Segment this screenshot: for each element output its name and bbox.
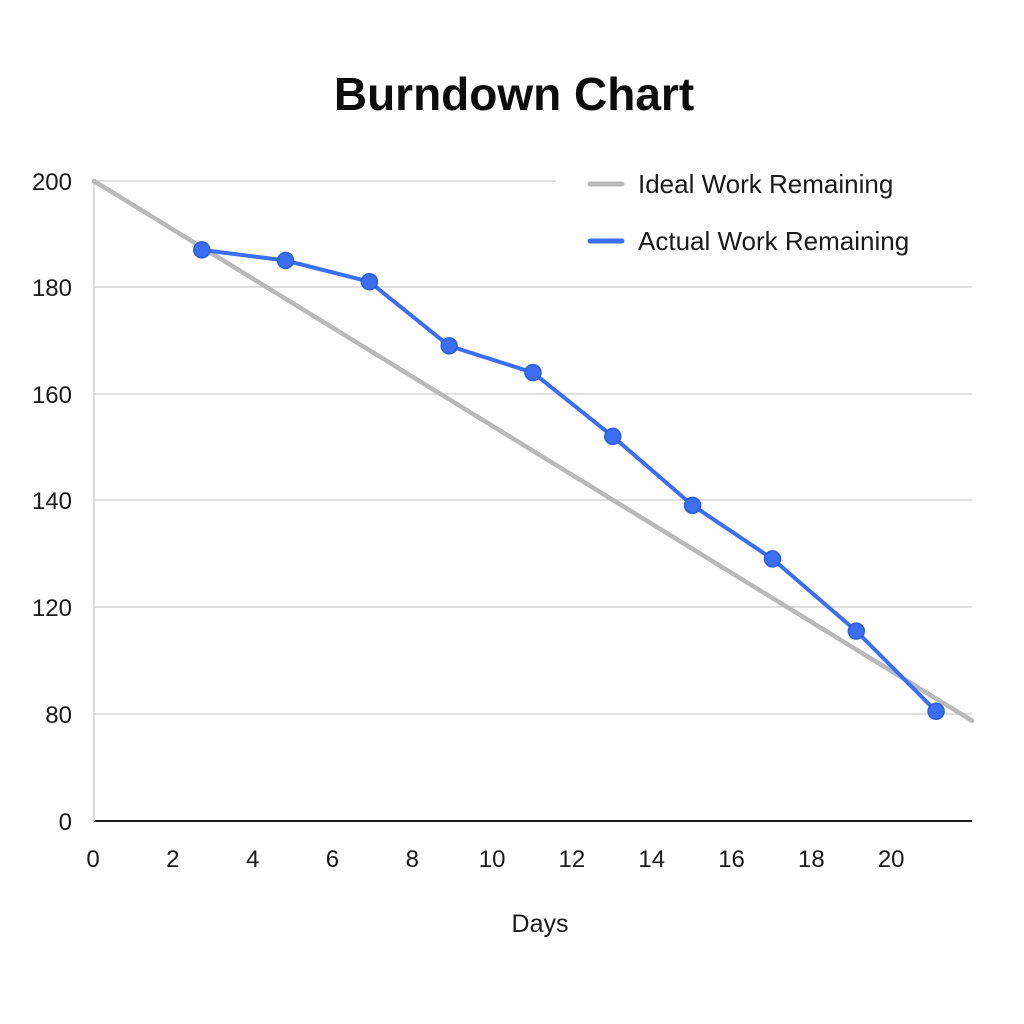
- actual-point-8: [763, 550, 782, 568]
- y-tick-label-80: 80: [45, 702, 72, 729]
- tick-labels: 0 80 120 140 160 180 200 0 2 4 6 8 10 12 14 16 18 20: [32, 169, 905, 873]
- ideal-legend-label: Ideal Work Remaining: [638, 169, 893, 199]
- actual-work-line: [199, 247, 939, 714]
- x-tick-label-8: 8: [406, 846, 419, 873]
- actual-point-2: [276, 251, 295, 270]
- actual-point-3: [360, 272, 379, 291]
- legend: Ideal Work Remaining Actual Work Remainin…: [587, 169, 909, 256]
- actual-point-10: [927, 702, 945, 721]
- actual-legend-label: Actual Work Remaining: [638, 226, 909, 256]
- x-tick-label-6: 6: [326, 846, 339, 873]
- y-tick-label-160: 160: [32, 382, 72, 409]
- actual-point-7: [683, 496, 702, 515]
- x-tick-label-12: 12: [559, 846, 586, 873]
- x-tick-label-20: 20: [878, 846, 905, 873]
- actual-point-5: [524, 363, 542, 382]
- y-tick-label-180: 180: [32, 275, 72, 302]
- x-tick-label-0: 0: [86, 846, 99, 873]
- x-axis-label: Days: [512, 910, 569, 938]
- y-tick-label-140: 140: [32, 488, 72, 515]
- actual-point-6: [604, 427, 622, 446]
- x-tick-label-4: 4: [246, 846, 259, 873]
- y-tick-label-0: 0: [59, 809, 72, 836]
- data-series: [91, 178, 975, 723]
- x-tick-label-10: 10: [479, 846, 506, 873]
- actual-point-9: [847, 622, 866, 640]
- y-tick-label-120: 120: [32, 595, 72, 622]
- actual-point-1: [193, 241, 211, 259]
- axes: [93, 179, 972, 822]
- x-tick-label-16: 16: [718, 846, 745, 873]
- x-tick-label-18: 18: [798, 846, 825, 873]
- y-tick-label-200: 200: [32, 169, 72, 196]
- actual-point-4: [440, 337, 458, 355]
- grid-lines: [94, 180, 972, 715]
- chart-title: Burndown Chart: [334, 68, 694, 120]
- x-tick-label-2: 2: [166, 846, 179, 873]
- ideal-work-line: [91, 178, 975, 723]
- x-tick-label-14: 14: [638, 846, 665, 873]
